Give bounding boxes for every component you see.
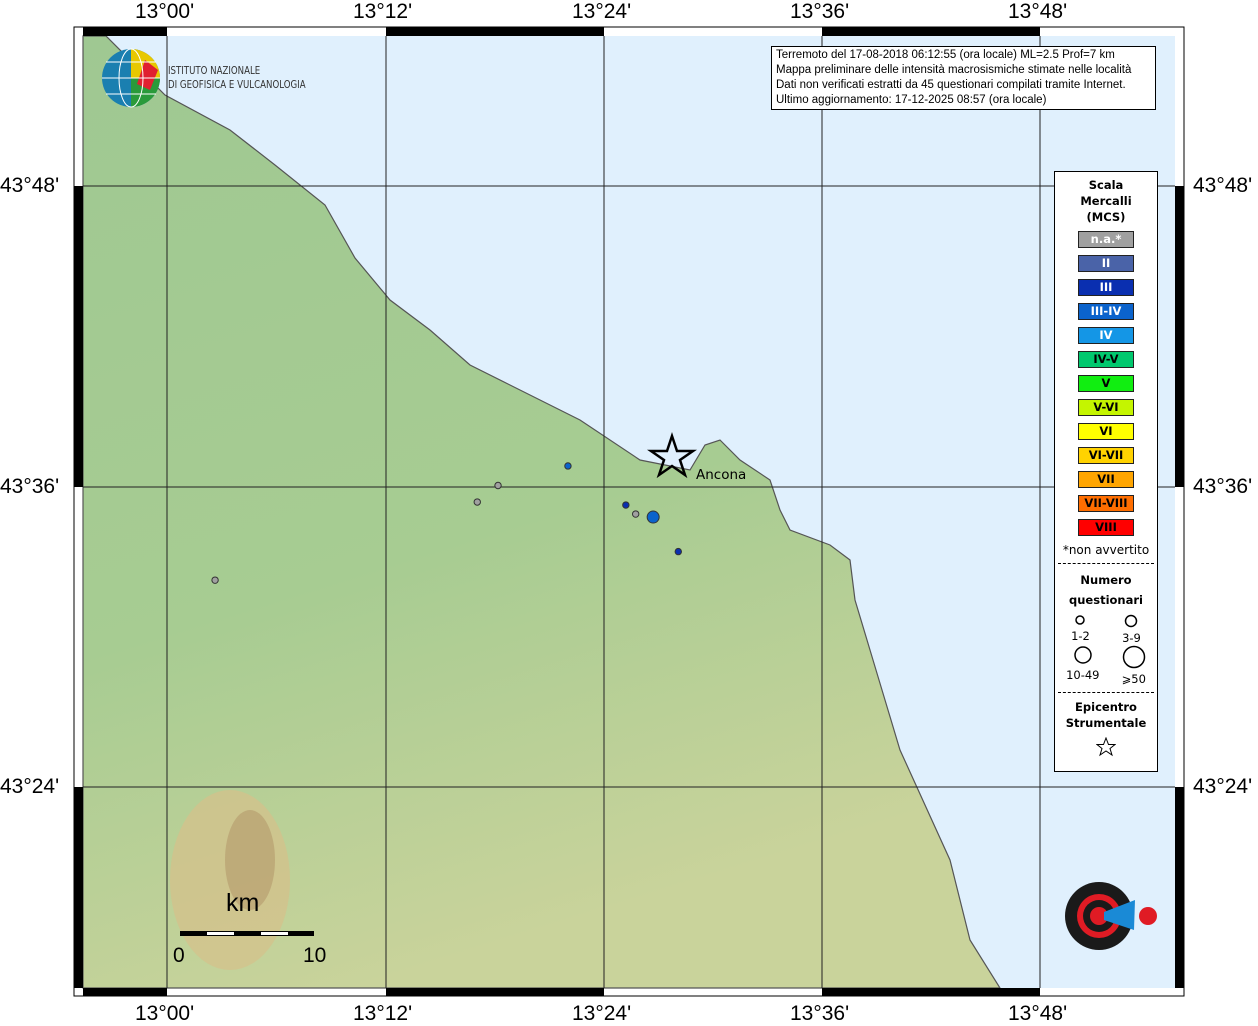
event-info-box: Terremoto del 17-08-2018 06:12:55 (ora l… [771, 46, 1156, 110]
intensity-point [473, 498, 481, 506]
intensity-point [211, 576, 219, 584]
scale-max: 10 [303, 944, 327, 967]
ingv-logo-text: ISTITUTO NAZIONALE DI GEOFISICA E VULCANO… [168, 65, 306, 91]
lon-label-top: 13°12' [353, 0, 413, 23]
questionnaire-points [211, 462, 682, 584]
legend-swatch: VI [1078, 423, 1134, 440]
intensity-point [564, 462, 572, 470]
lat-label-left: 43°48' [0, 174, 60, 197]
graticule [83, 36, 1175, 988]
lat-label-right: 43°36' [1193, 475, 1253, 498]
scale-unit: km [226, 889, 260, 917]
legend-swatch: VII [1078, 471, 1134, 488]
mcs-legend: Scala Mercalli (MCS) n.a.* II III III-IV IV I… [1054, 171, 1158, 772]
lat-label-right: 43°48' [1193, 174, 1253, 197]
lon-label-bottom: 13°24' [572, 1002, 632, 1025]
epicenter-star-icon [646, 432, 698, 479]
legend-swatch: VII-VIII [1078, 495, 1134, 512]
legend-swatch: V [1078, 375, 1134, 392]
lon-label-top: 13°36' [790, 0, 850, 23]
scale-min: 0 [173, 944, 185, 967]
legend-swatch: VI-VII [1078, 447, 1134, 464]
lon-label-bottom: 13°36' [790, 1002, 850, 1025]
lon-label-bottom: 13°12' [353, 1002, 413, 1025]
ingv-globe-logo [102, 48, 160, 108]
lat-label-left: 43°36' [0, 475, 60, 498]
intensity-point [646, 510, 660, 524]
legend-note: *non avvertito [1062, 543, 1150, 557]
intensity-point [631, 510, 640, 518]
lon-label-bottom: 13°48' [1008, 1002, 1068, 1025]
intensity-point [494, 481, 502, 490]
legend-swatch: II [1078, 255, 1134, 272]
lat-label-right: 43°24' [1193, 775, 1253, 798]
lon-label-top: 13°48' [1008, 0, 1068, 23]
legend-swatch: IV [1078, 327, 1134, 344]
scale-bar [180, 931, 314, 936]
intensity-point [674, 547, 682, 556]
intensity-point [622, 501, 630, 509]
land [82, 35, 1002, 989]
legend-star-icon [1095, 736, 1117, 757]
frame-ticks [74, 27, 1184, 996]
lon-label-top: 13°00' [135, 0, 195, 23]
legend-swatch: n.a.* [1078, 231, 1134, 248]
legend-swatch: III [1078, 279, 1134, 296]
legend-swatch: IV-V [1078, 351, 1134, 368]
lon-label-bottom: 13°00' [135, 1002, 195, 1025]
legend-swatch: V-VI [1078, 399, 1134, 416]
lon-label-top: 13°24' [572, 0, 632, 23]
lat-label-left: 43°24' [0, 775, 60, 798]
city-label-ancona: Ancona [696, 467, 747, 483]
hsit-logo [1065, 882, 1157, 950]
legend-swatch: VIII [1078, 519, 1134, 536]
legend-swatch: III-IV [1078, 303, 1134, 320]
